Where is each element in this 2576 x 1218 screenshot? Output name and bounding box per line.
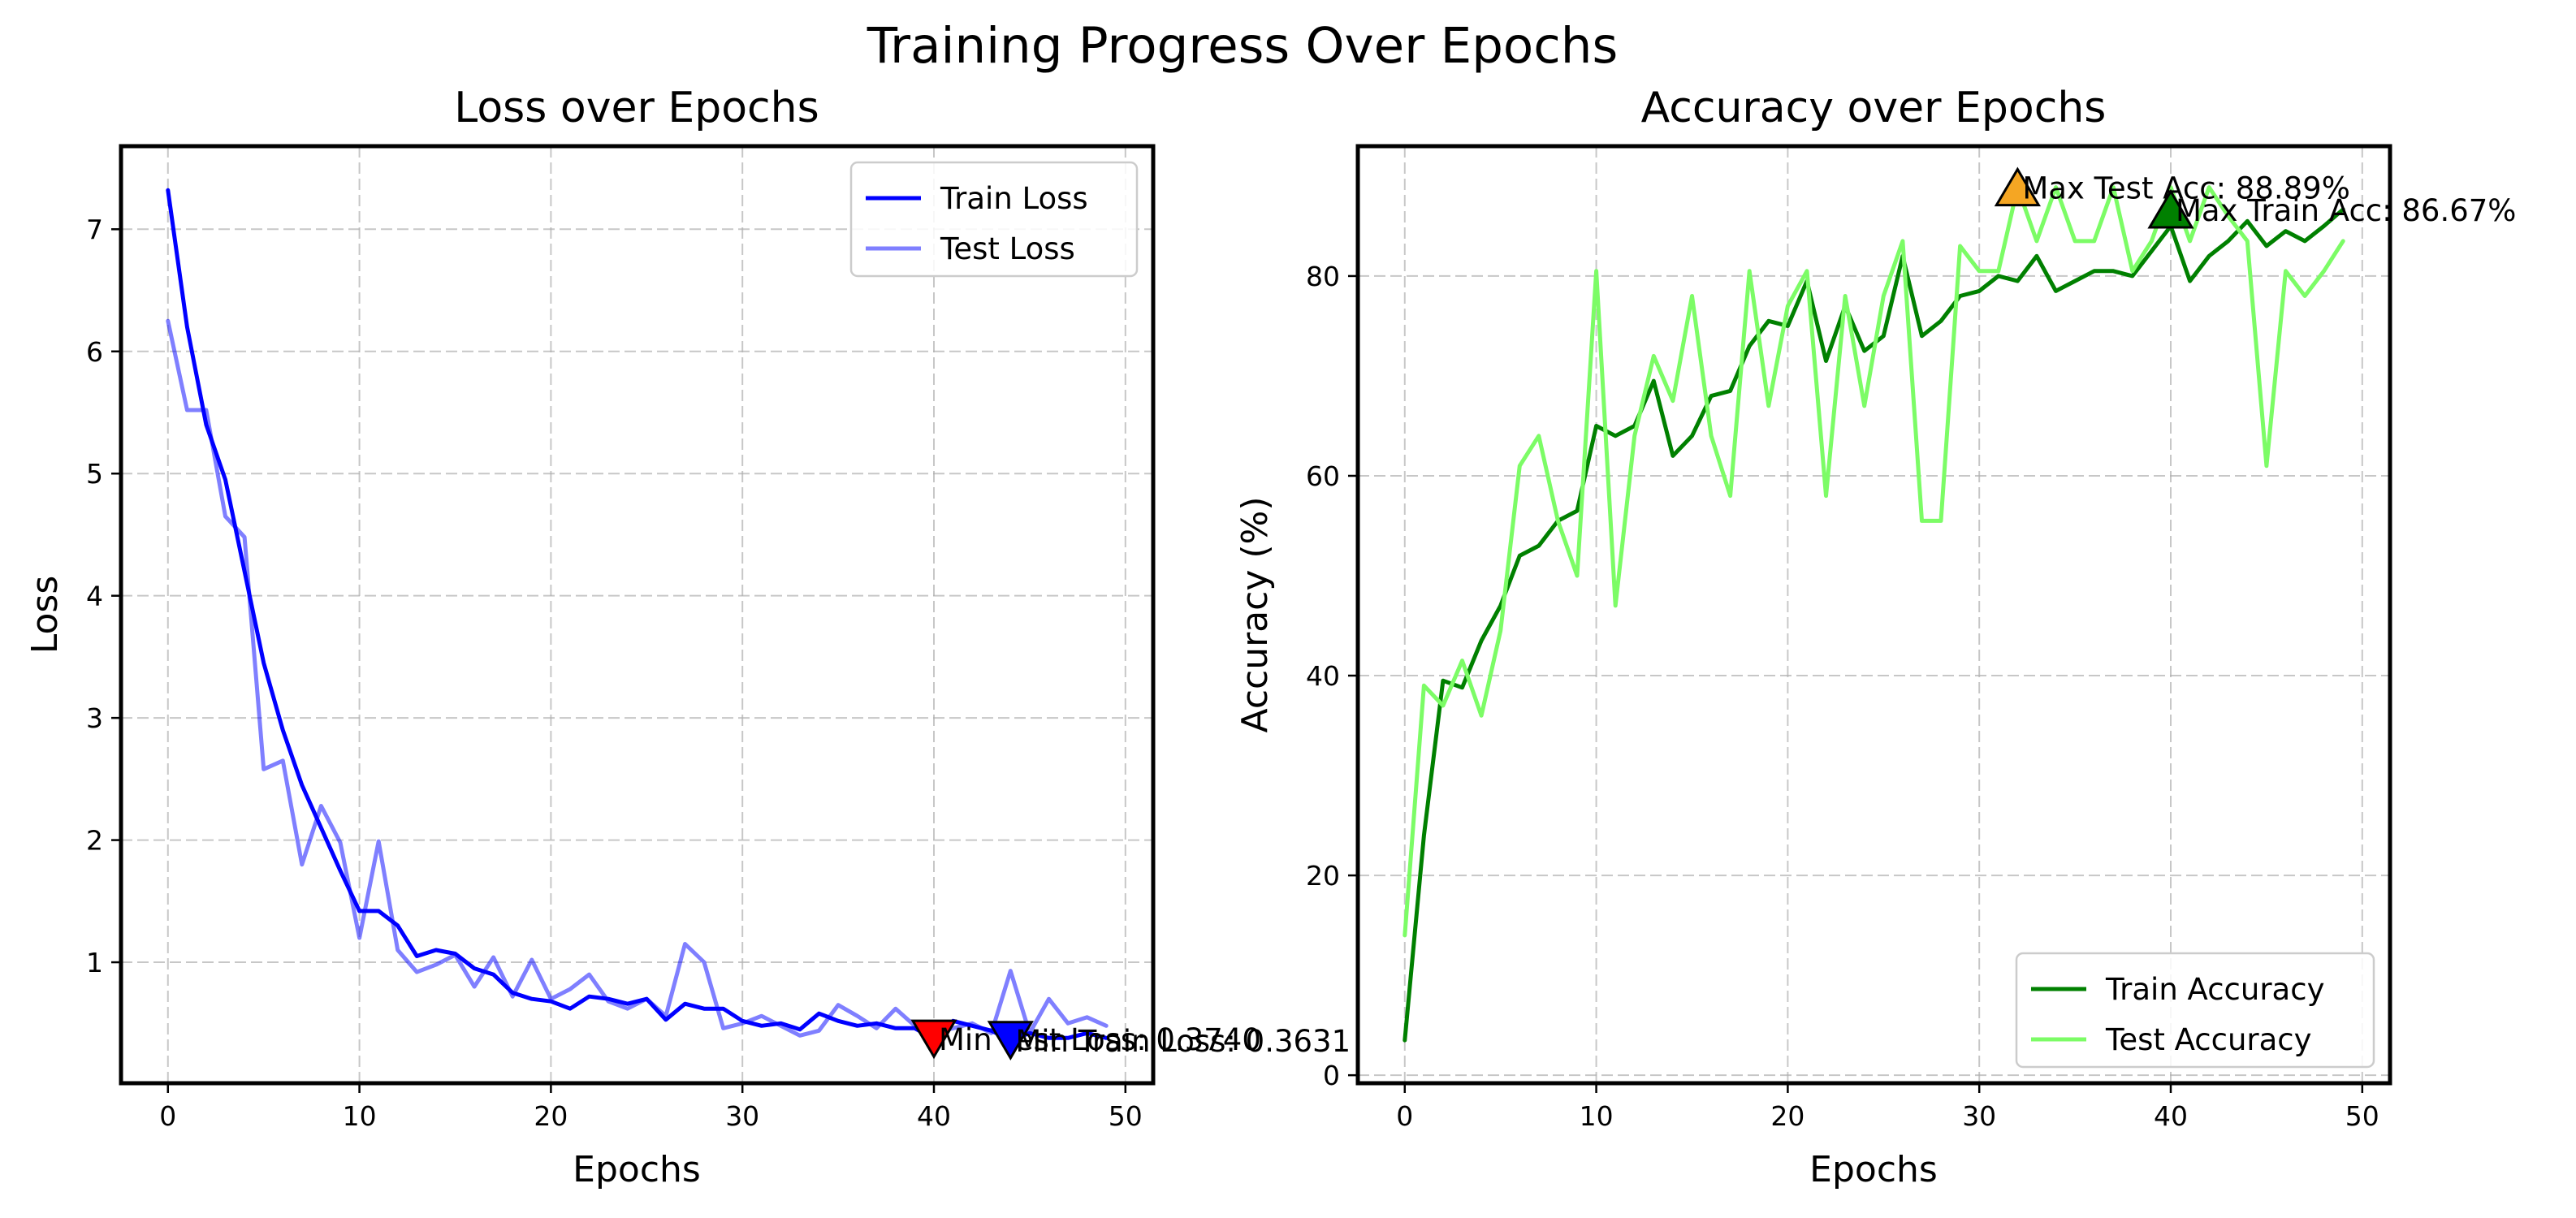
accuracy-xtick-label: 40	[2154, 1100, 2188, 1132]
accuracy-xtick-label: 20	[1770, 1100, 1804, 1132]
loss-chart-xlabel: Epochs	[573, 1149, 701, 1190]
accuracy-xtick-label: 0	[1396, 1100, 1413, 1132]
loss-series-line-1	[166, 318, 1109, 1038]
loss-ytick-label: 3	[86, 702, 103, 734]
accuracy-marker-0	[1994, 166, 2041, 207]
accuracy-ytick-label: 60	[1306, 460, 1340, 492]
loss-marker-0	[910, 1019, 957, 1060]
loss-ytick-label: 5	[86, 458, 103, 490]
loss-xtick-label: 20	[534, 1100, 568, 1132]
accuracy-series-line-0	[1403, 207, 2345, 1043]
accuracy-marker-label-1: Max Train Acc: 86.67%	[2176, 193, 2516, 228]
accuracy-chart-ylabel: Accuracy (%)	[1234, 496, 1276, 732]
loss-ytick-label: 6	[86, 336, 103, 368]
accuracy-chart-series	[1403, 185, 2345, 1043]
loss-ytick-label: 1	[86, 947, 103, 978]
accuracy-xtick-label: 30	[1962, 1100, 1996, 1132]
accuracy-series-line-1	[1403, 185, 2345, 938]
accuracy-chart-markers: Max Test Acc: 88.89%Max Train Acc: 86.67…	[1994, 166, 2516, 229]
loss-chart: Loss over Epochs Min Test Loss: 0.3740Mi…	[24, 84, 1351, 1190]
accuracy-ytick-label: 20	[1306, 860, 1340, 892]
accuracy-legend-box	[2015, 952, 2375, 1069]
accuracy-xtick-label: 10	[1580, 1100, 1614, 1132]
loss-chart-legend: Train Loss Test Loss	[849, 161, 1139, 278]
loss-legend-label-0: Train Loss	[940, 181, 1088, 216]
loss-chart-ylabel: Loss	[24, 576, 66, 654]
loss-chart-series	[166, 188, 1109, 1043]
loss-ytick-label: 4	[86, 581, 103, 612]
accuracy-legend-label-1: Test Accuracy	[2105, 1022, 2312, 1057]
loss-ytick-label: 7	[86, 214, 103, 245]
loss-ytick-label: 2	[86, 825, 103, 857]
accuracy-legend-label-0: Train Accuracy	[2105, 972, 2324, 1007]
accuracy-marker-label-0: Max Test Acc: 88.89%	[2022, 171, 2350, 206]
accuracy-ytick-label: 40	[1306, 660, 1340, 692]
accuracy-chart-title: Accuracy over Epochs	[1641, 84, 2107, 132]
loss-xtick-label: 0	[159, 1100, 176, 1132]
accuracy-ytick-label: 80	[1306, 261, 1340, 292]
loss-xtick-label: 10	[343, 1100, 377, 1132]
loss-marker-label-1: Min Train Loss: 0.3631	[1015, 1024, 1351, 1059]
loss-legend-label-1: Test Loss	[940, 231, 1075, 266]
accuracy-chart-grid	[1358, 146, 2390, 1083]
accuracy-chart-xlabel: Epochs	[1809, 1149, 1938, 1190]
accuracy-chart-legend: Train Accuracy Test Accuracy	[2015, 952, 2375, 1069]
loss-marker-1	[987, 1021, 1034, 1060]
figure-title: Training Progress Over Epochs	[867, 17, 1618, 75]
loss-series-line-0	[166, 188, 1109, 1043]
loss-chart-frame	[119, 144, 1156, 1086]
accuracy-chart-ticks: 0 10 20 30 40 50 0 20 40 60 80	[1306, 261, 2379, 1132]
accuracy-chart: Accuracy over Epochs Max Test Acc: 88.89…	[1234, 84, 2516, 1190]
loss-chart-ticks: 0 10 20 30 40 50 1 2 3 4 5 6 7	[86, 214, 1143, 1132]
accuracy-ytick-label: 0	[1323, 1060, 1340, 1091]
loss-chart-grid	[121, 146, 1153, 1083]
loss-xtick-label: 40	[917, 1100, 951, 1132]
loss-xtick-label: 50	[1109, 1100, 1143, 1132]
accuracy-marker-1	[2147, 188, 2194, 229]
accuracy-chart-frame	[1355, 144, 2392, 1086]
loss-legend-box	[849, 161, 1139, 278]
loss-xtick-label: 30	[725, 1100, 759, 1132]
accuracy-xtick-label: 50	[2345, 1100, 2379, 1132]
loss-chart-title: Loss over Epochs	[454, 84, 819, 132]
